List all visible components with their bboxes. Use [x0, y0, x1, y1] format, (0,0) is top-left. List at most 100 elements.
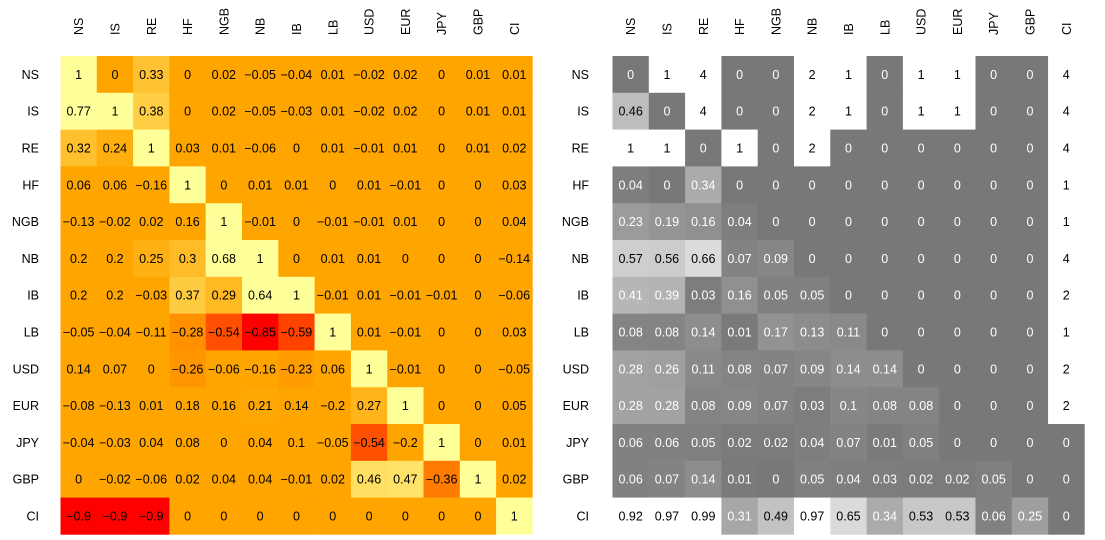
grey-cell-NS-IS [648, 56, 686, 94]
grey-cell-HF-CI [1048, 166, 1085, 204]
corr-cell-USD-RE [133, 350, 170, 388]
grey-value-label: 0.97 [655, 510, 679, 524]
corr-value-label: −0.2 [393, 436, 418, 450]
grey-cell-JPY-EUR [939, 424, 976, 462]
grey-cell-LB-IB [830, 313, 867, 351]
grey-value-label: 0 [1026, 399, 1033, 413]
grey-value-label: 0.16 [727, 289, 751, 303]
grey-cell-RE-IS [648, 129, 686, 167]
grey-cell-GBP-CI [1048, 460, 1085, 498]
corr-value-label: −0.02 [353, 105, 385, 119]
grey-value-label: 0 [990, 436, 997, 450]
corr-cell-NGB-NB [242, 203, 279, 241]
corr-cell-LB-IB [278, 313, 315, 351]
grey-cell-GBP-NGB [757, 460, 795, 498]
corr-value-label: 0 [402, 510, 409, 524]
grey-cell-EUR-NGB [757, 387, 795, 425]
grey-value-label: 0 [845, 142, 852, 156]
corr-value-label: −0.06 [135, 473, 167, 487]
corr-cell-NB-GBP [459, 240, 497, 278]
grey-cell-GBP-IS [648, 460, 686, 498]
grey-cell-NS-NGB [757, 56, 795, 94]
corr-cell-CI-JPY [423, 497, 461, 535]
grey-column-label: EUR [951, 9, 965, 35]
corr-cell-LB-LB [314, 313, 352, 351]
corr-value-label: 0.2 [106, 289, 123, 303]
corr-column-label: NB [254, 18, 268, 35]
grey-value-label: 0 [918, 289, 925, 303]
corr-value-label: 0.01 [248, 178, 272, 192]
corr-cell-GBP-USD [350, 460, 388, 498]
grey-value-label: 0 [881, 215, 888, 229]
grey-cell-NGB-LB [866, 203, 904, 241]
grey-value-label: 0 [954, 326, 961, 340]
grey-cell-LB-CI [1048, 313, 1085, 351]
grey-cell-JPY-GBP [1011, 424, 1049, 462]
grey-value-label: 1 [663, 142, 670, 156]
grey-value-label: 0.1 [840, 399, 857, 413]
grey-value-label: 0.08 [727, 362, 751, 376]
grey-cell-HF-IB [830, 166, 867, 204]
grey-value-label: 0.57 [618, 252, 642, 266]
corr-value-label: 1 [148, 142, 155, 156]
corr-value-label: 0.02 [393, 105, 417, 119]
corr-cell-NB-HF [169, 240, 206, 278]
corr-value-label: 0 [293, 510, 300, 524]
corr-value-label: 0 [366, 510, 373, 524]
corr-value-label: 0 [438, 399, 445, 413]
grey-row-label: IS [577, 105, 589, 119]
grey-cell-JPY-USD [902, 424, 940, 462]
corr-cell-LB-RE [133, 313, 170, 351]
corr-cell-IB-USD [350, 276, 388, 314]
grey-value-label: 0.04 [727, 215, 751, 229]
corr-value-label: −0.01 [390, 362, 422, 376]
corr-value-label: −0.14 [498, 252, 530, 266]
corr-value-label: 0.07 [103, 362, 127, 376]
grey-row-label: RE [572, 142, 589, 156]
corr-value-label: −0.04 [281, 68, 313, 82]
corr-cell-HF-NGB [205, 166, 243, 204]
corr-value-label: 0.03 [502, 326, 526, 340]
grey-value-label: 0 [772, 68, 779, 82]
grey-column-label: IB [842, 23, 856, 35]
corr-cell-RE-RE [133, 129, 170, 167]
grey-value-label: 0.02 [909, 473, 933, 487]
grey-cell-HF-HF [721, 166, 758, 204]
corr-value-label: 0 [438, 178, 445, 192]
corr-value-label: 0 [111, 68, 118, 82]
grey-cell-RE-IB [830, 129, 867, 167]
grey-cell-USD-IB [830, 350, 867, 388]
grey-cell-LB-EUR [939, 313, 976, 351]
grey-cell-JPY-HF [721, 424, 758, 462]
grey-value-label: 0 [954, 289, 961, 303]
corr-value-label: 0.2 [70, 252, 87, 266]
corr-value-label: −0.01 [353, 142, 385, 156]
grey-value-label: 0 [881, 142, 888, 156]
grey-value-label: 0.46 [618, 105, 642, 119]
corr-row-label: IS [27, 105, 39, 119]
corr-cell-CI-IB [278, 497, 315, 535]
corr-cell-GBP-NS [60, 460, 98, 498]
grey-cell-IB-NB [794, 276, 831, 314]
corr-cell-IB-JPY [423, 276, 461, 314]
corr-cell-NB-NB [242, 240, 279, 278]
grey-cell-NS-EUR [939, 56, 976, 94]
grey-value-label: 0.04 [618, 178, 642, 192]
corr-value-label: 0.02 [212, 105, 236, 119]
corr-cell-JPY-IB [278, 424, 315, 462]
grey-cell-GBP-EUR [939, 460, 976, 498]
corr-cell-NS-CI [496, 56, 533, 94]
grey-value-label: 0.03 [800, 399, 824, 413]
corr-value-label: 0 [474, 252, 481, 266]
corr-cell-LB-GBP [459, 313, 497, 351]
grey-value-label: 0.06 [618, 436, 642, 450]
corr-value-label: 0.02 [212, 68, 236, 82]
corr-value-label: −0.02 [99, 215, 131, 229]
grey-cell-GBP-IB [830, 460, 867, 498]
grey-cell-HF-NGB [757, 166, 795, 204]
grey-value-label: 0.11 [837, 326, 860, 340]
corr-value-label: 0.47 [393, 473, 417, 487]
corr-value-label: 0.68 [212, 252, 236, 266]
corr-cell-CI-RE [133, 497, 170, 535]
grey-value-label: 0 [1026, 105, 1033, 119]
